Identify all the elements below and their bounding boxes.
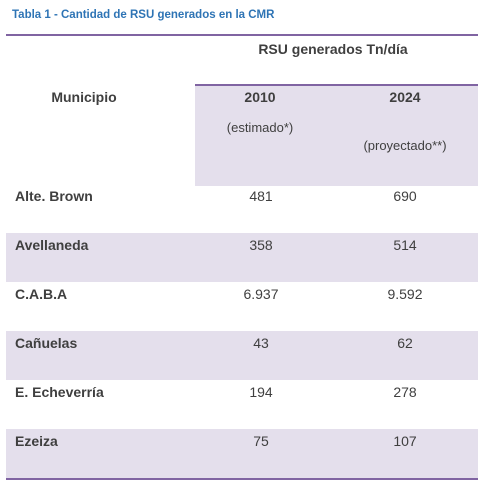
- value-2024: 278: [393, 384, 417, 400]
- value-2024: 107: [393, 433, 417, 449]
- municipio-name: Avellaneda: [15, 237, 89, 253]
- note-2010: (estimado*): [226, 120, 294, 135]
- municipio-name: Cañuelas: [15, 335, 78, 351]
- value-2024: 514: [393, 237, 417, 253]
- value-2010: 43: [253, 335, 269, 351]
- year-header-band: [195, 84, 478, 186]
- value-2010: 481: [249, 188, 273, 204]
- table-row: Ezeiza 75 107: [6, 429, 478, 478]
- top-rule: [6, 34, 478, 36]
- year-2024-header: 2024: [389, 89, 421, 105]
- municipio-name: Alte. Brown: [15, 188, 93, 204]
- bottom-rule: [6, 478, 478, 480]
- value-2024: 9.592: [387, 286, 423, 302]
- value-2024: 62: [397, 335, 413, 351]
- group-header: RSU generados Tn/día: [258, 41, 408, 57]
- table-row: C.A.B.A 6.937 9.592: [6, 282, 478, 331]
- value-2010: 194: [249, 384, 273, 400]
- value-2010: 75: [253, 433, 269, 449]
- value-2010: 6.937: [243, 286, 279, 302]
- table-row: Alte. Brown 481 690: [6, 184, 478, 233]
- municipio-name: E. Echeverría: [15, 384, 104, 400]
- table-row: Avellaneda 358 514: [6, 233, 478, 282]
- municipio-name: Ezeiza: [15, 433, 58, 449]
- value-2024: 690: [393, 188, 417, 204]
- year-2010-header: 2010: [244, 89, 276, 105]
- municipio-header: Municipio: [51, 89, 117, 105]
- table-row: E. Echeverría 194 278: [6, 380, 478, 429]
- table-caption: Tabla 1 - Cantidad de RSU generados en l…: [12, 9, 275, 21]
- note-2024: (proyectado**): [363, 138, 447, 153]
- value-2010: 358: [249, 237, 273, 253]
- table-row: Cañuelas 43 62: [6, 331, 478, 380]
- municipio-name: C.A.B.A: [15, 286, 68, 302]
